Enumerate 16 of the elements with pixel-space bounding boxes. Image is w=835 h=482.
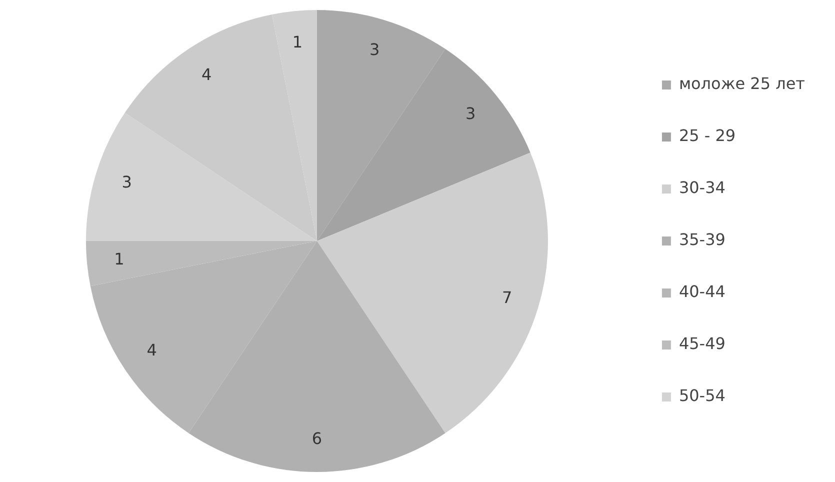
data-label: 4 xyxy=(146,340,157,360)
data-label: 7 xyxy=(502,288,512,307)
data-label: 4 xyxy=(202,64,212,84)
data-label: 6 xyxy=(312,428,322,448)
data-label: 1 xyxy=(292,32,303,52)
data-label: 1 xyxy=(114,250,124,269)
legend-label: 40-44 xyxy=(678,282,726,302)
legend-label: 30-34 xyxy=(678,178,726,198)
legend-label: 25 - 29 xyxy=(678,126,736,146)
legend-label: моложе 25 лет xyxy=(678,74,806,94)
data-label: 3 xyxy=(465,104,476,124)
data-label: 3 xyxy=(370,40,380,60)
legend-label: 50-54 xyxy=(678,386,726,406)
legend-label: 45-49 xyxy=(678,334,726,354)
data-label: 3 xyxy=(122,172,132,192)
legend-label: 35-39 xyxy=(678,230,726,250)
